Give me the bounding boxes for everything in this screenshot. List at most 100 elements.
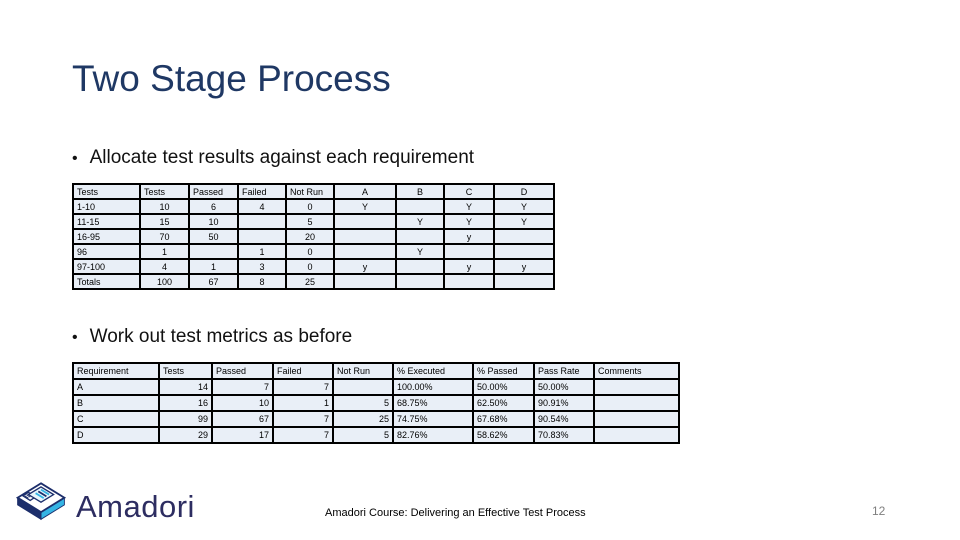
table-header-row: Requirement Tests Passed Failed Not Run% Exe… <box>72 362 680 380</box>
table-row: 16-95 70 50 20 y <box>72 228 555 245</box>
test-results-table: Tests Tests Passed Failed Not Run A B C D 1-10 10 6… <box>72 183 555 290</box>
table-row: 97-100 4 1 3 0 y y y <box>72 258 555 275</box>
table-cell: 16 <box>158 394 213 412</box>
column-header: D <box>493 183 555 200</box>
slide-title: Two Stage Process <box>72 58 391 99</box>
table-cell: 82.76% <box>392 426 474 444</box>
column-header: Tests <box>158 362 213 380</box>
table-cell: 7 <box>272 410 334 428</box>
table-cell: 97-100 <box>72 258 141 275</box>
table-cell: 67 <box>188 273 239 290</box>
column-header: Passed <box>211 362 274 380</box>
table-cell: 14 <box>158 378 213 396</box>
table-row: 96 1 1 0 Y <box>72 243 555 260</box>
table-cell: 90.54% <box>533 410 595 428</box>
table-cell: 29 <box>158 426 213 444</box>
table-cell: Y <box>333 198 397 215</box>
table-cell <box>593 426 680 444</box>
footer-course-title: Amadori Course: Delivering an Effective … <box>325 507 586 519</box>
column-header: % Executed <box>392 362 474 380</box>
table-cell: 67 <box>211 410 274 428</box>
table-cell: 4 <box>237 198 287 215</box>
table-cell: 1 <box>272 394 334 412</box>
table-cell: 10 <box>211 394 274 412</box>
table-cell: 0 <box>285 258 335 275</box>
table-cell: 96 <box>72 243 141 260</box>
table-cell <box>188 243 239 260</box>
table-cell: 68.75% <box>392 394 474 412</box>
table-cell <box>237 213 287 230</box>
table-cell <box>593 410 680 428</box>
table-cell: B <box>72 394 160 412</box>
table-cell: 1-10 <box>72 198 141 215</box>
column-header: A <box>333 183 397 200</box>
table-cell: 1 <box>139 243 190 260</box>
table-cell: 0 <box>285 198 335 215</box>
column-header: Not Run <box>332 362 394 380</box>
page-number: 12 <box>872 504 886 518</box>
column-header: B <box>395 183 445 200</box>
bullet-item-metrics: • Work out test metrics as before <box>72 326 352 348</box>
table-cell: 99 <box>158 410 213 428</box>
bullet-icon: • <box>72 150 78 167</box>
table-cell <box>333 243 397 260</box>
table-cell: 15 <box>139 213 190 230</box>
table-cell: y <box>333 258 397 275</box>
table-cell <box>237 228 287 245</box>
column-header: Pass Rate <box>533 362 595 380</box>
table-cell <box>395 198 445 215</box>
table-cell: 6 <box>188 198 239 215</box>
column-header: Comments <box>593 362 680 380</box>
bullet-item-allocate: • Allocate test results against each req… <box>72 147 474 169</box>
table-cell <box>493 243 555 260</box>
table-cell: D <box>72 426 160 444</box>
table-cell <box>395 273 445 290</box>
table-cell: Y <box>493 213 555 230</box>
table-cell: Y <box>395 213 445 230</box>
table-cell <box>333 228 397 245</box>
table-cell: A <box>72 378 160 396</box>
bullet-text: Allocate test results against each requi… <box>89 147 475 168</box>
table-cell <box>593 394 680 412</box>
table-header-row: Tests Tests Passed Failed Not Run A B C D <box>72 183 555 200</box>
book-logo-icon <box>14 476 68 537</box>
table-row: Totals 100 67 8 25 <box>72 273 555 290</box>
column-header: Failed <box>272 362 334 380</box>
table-cell: 58.62% <box>472 426 535 444</box>
column-header: C <box>443 183 495 200</box>
table-cell <box>332 378 394 396</box>
table-row: 1-10 10 6 4 0 Y Y Y <box>72 198 555 215</box>
table-cell: 1 <box>237 243 287 260</box>
bullet-icon: • <box>72 329 78 346</box>
table-cell <box>395 228 445 245</box>
table-row: 11-15 15 10 5 Y Y Y <box>72 213 555 230</box>
table-cell: 10 <box>139 198 190 215</box>
table-cell <box>493 273 555 290</box>
table-cell <box>443 273 495 290</box>
table-cell: 50 <box>188 228 239 245</box>
table-cell: y <box>443 258 495 275</box>
table-cell: 74.75% <box>392 410 474 428</box>
table-cell <box>395 258 445 275</box>
table-cell: C <box>72 410 160 428</box>
table-row: D 29 17 7 5 82.76% 58.62% 70.83% <box>72 426 680 444</box>
table-cell: y <box>493 258 555 275</box>
table-cell: 1 <box>188 258 239 275</box>
column-header: Tests <box>139 183 190 200</box>
table-cell: 7 <box>272 378 334 396</box>
table-cell: y <box>443 228 495 245</box>
table-cell: 67.68% <box>472 410 535 428</box>
table-cell: Y <box>395 243 445 260</box>
table-cell: Y <box>443 213 495 230</box>
table-cell: 5 <box>332 394 394 412</box>
column-header: Tests <box>72 183 141 200</box>
amadori-logo: Amadori <box>14 476 195 537</box>
table-cell: 3 <box>237 258 287 275</box>
column-header: Requirement <box>72 362 160 380</box>
bullet-text: Work out test metrics as before <box>89 326 353 347</box>
test-metrics-table: Requirement Tests Passed Failed Not Run% Exe… <box>72 362 680 444</box>
table-cell <box>443 243 495 260</box>
table-cell: 70 <box>139 228 190 245</box>
table-cell: 0 <box>285 243 335 260</box>
